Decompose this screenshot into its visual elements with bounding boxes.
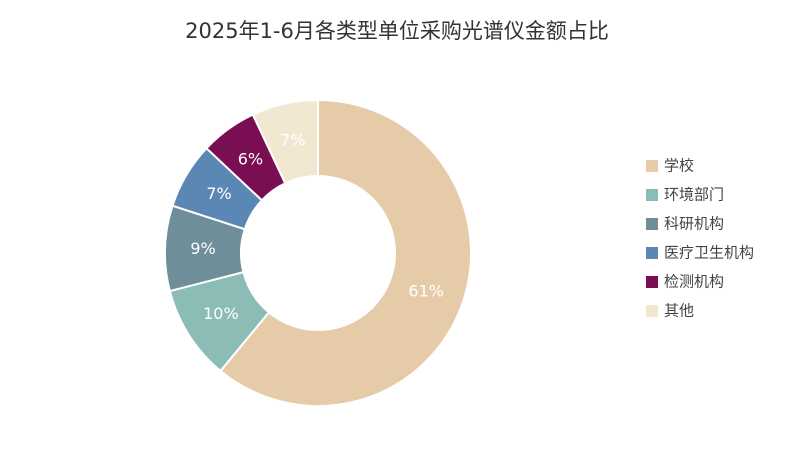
data-label: 7% [206, 184, 231, 203]
legend-label: 学校 [664, 157, 694, 175]
legend-label: 医疗卫生机构 [664, 244, 754, 262]
legend-swatch [646, 160, 658, 172]
pie-slice [219, 98, 472, 407]
data-label: 61% [408, 281, 444, 300]
data-label: 7% [280, 130, 305, 149]
legend-swatch [646, 218, 658, 230]
legend-label: 检测机构 [664, 273, 724, 291]
legend-swatch [646, 247, 658, 259]
legend-label: 环境部门 [664, 186, 724, 204]
data-label: 10% [203, 304, 239, 323]
data-label: 6% [238, 149, 263, 168]
legend-swatch [646, 305, 658, 317]
data-label: 9% [190, 239, 215, 258]
legend-swatch [646, 276, 658, 288]
legend-label: 科研机构 [664, 215, 724, 233]
legend-swatch [646, 189, 658, 201]
pie-slice [251, 98, 319, 185]
legend-label: 其他 [664, 302, 694, 320]
chart-title: 2025年1-6月各类型单位采购光谱仪金额占比 [185, 19, 609, 43]
